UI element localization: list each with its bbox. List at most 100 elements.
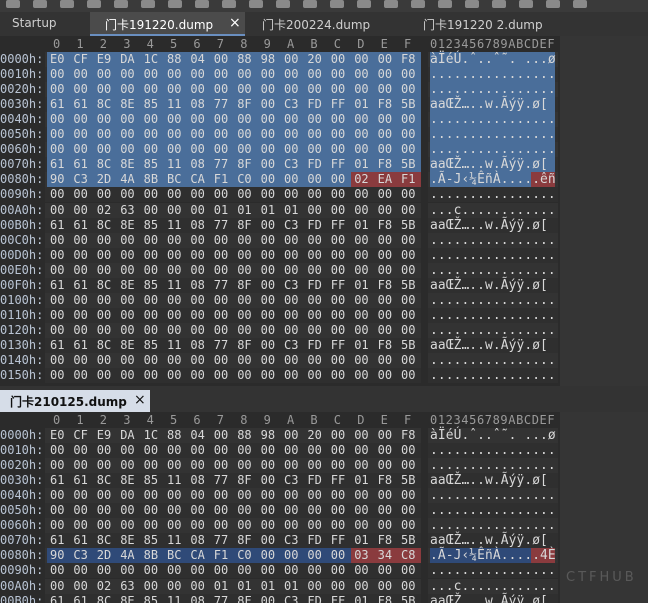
hex-byte[interactable]: 00	[213, 443, 229, 458]
hex-byte[interactable]: 00	[213, 82, 229, 97]
toolbar-icon[interactable]	[33, 0, 47, 8]
hex-byte[interactable]: 00	[237, 307, 252, 322]
hex-byte[interactable]: 00	[284, 458, 299, 473]
hex-byte[interactable]: 00	[73, 353, 88, 367]
hex-byte[interactable]: 00	[213, 52, 229, 66]
hex-byte[interactable]: 00	[190, 458, 205, 473]
hex-byte[interactable]: 00	[307, 548, 322, 563]
hex-byte[interactable]: 00	[377, 488, 393, 503]
hex-byte[interactable]: 00	[307, 322, 322, 337]
hex-byte[interactable]: FD	[307, 533, 322, 548]
hex-byte[interactable]: 00	[143, 67, 159, 82]
hex-byte[interactable]: 2D	[96, 172, 112, 187]
ascii-text[interactable]: ................	[430, 503, 556, 519]
hex-byte[interactable]: 00	[143, 187, 159, 202]
hex-byte[interactable]: 00	[401, 458, 416, 473]
hex-byte[interactable]: 00	[260, 593, 276, 603]
hex-byte[interactable]: 00	[377, 578, 393, 593]
hex-byte[interactable]: 00	[213, 127, 229, 142]
hex-byte[interactable]: 00	[120, 247, 135, 262]
hex-byte[interactable]: 00	[143, 292, 159, 307]
hex-byte[interactable]: 08	[190, 97, 205, 112]
hex-byte[interactable]: 00	[260, 473, 276, 488]
hex-byte[interactable]: 00	[377, 82, 393, 97]
toolbar-icon[interactable]	[114, 0, 128, 8]
hex-byte[interactable]: 00	[307, 292, 322, 307]
hex-byte[interactable]: 77	[213, 157, 229, 172]
hex-byte[interactable]: 00	[213, 428, 229, 442]
hex-byte[interactable]: 00	[190, 247, 205, 262]
hex-byte[interactable]: 00	[167, 82, 182, 97]
ascii-text[interactable]: ................	[430, 353, 556, 368]
hex-byte[interactable]: 00	[73, 443, 88, 458]
hex-byte[interactable]: 00	[260, 518, 276, 533]
hex-byte[interactable]: 00	[354, 82, 369, 97]
hex-byte[interactable]: 00	[237, 353, 252, 367]
hex-byte[interactable]: 00	[260, 142, 276, 157]
hex-byte[interactable]: 00	[330, 428, 346, 442]
hex-byte[interactable]: 00	[307, 307, 322, 322]
hex-byte[interactable]: 34	[377, 548, 393, 563]
hex-byte[interactable]: 11	[167, 337, 182, 352]
hex-byte[interactable]: 90	[50, 548, 65, 563]
hex-byte[interactable]: 00	[50, 368, 65, 383]
hex-byte[interactable]: 00	[330, 578, 346, 593]
hex-byte[interactable]: 00	[190, 142, 205, 157]
hex-byte[interactable]: E9	[96, 52, 112, 66]
hex-byte[interactable]: 00	[167, 488, 182, 503]
hex-byte[interactable]: 00	[213, 292, 229, 307]
hex-byte[interactable]: 00	[213, 67, 229, 82]
hex-byte[interactable]: 00	[237, 262, 252, 277]
hex-byte[interactable]: 00	[307, 112, 322, 127]
hex-byte[interactable]: 00	[260, 187, 276, 202]
hex-byte[interactable]: 00	[377, 518, 393, 533]
hex-byte[interactable]: 00	[260, 458, 276, 473]
hex-byte[interactable]: 00	[260, 337, 276, 352]
hex-byte[interactable]: 00	[330, 563, 346, 578]
toolbar-icon[interactable]	[519, 0, 533, 8]
hex-byte[interactable]: F8	[377, 337, 393, 352]
hex-byte[interactable]: 00	[354, 578, 369, 593]
hex-byte[interactable]: 00	[354, 262, 369, 277]
hex-byte[interactable]: 00	[401, 563, 416, 578]
hex-byte[interactable]: 00	[237, 127, 252, 142]
hex-byte[interactable]: 00	[50, 262, 65, 277]
hex-byte[interactable]: FF	[330, 157, 346, 172]
hex-byte[interactable]: 01	[354, 337, 369, 352]
hex-byte[interactable]: 00	[190, 112, 205, 127]
hex-byte[interactable]: 00	[260, 262, 276, 277]
hex-byte[interactable]: 00	[330, 202, 346, 217]
hex-byte[interactable]: 00	[354, 142, 369, 157]
hex-byte[interactable]: 00	[260, 443, 276, 458]
hex-byte[interactable]: 00	[190, 368, 205, 383]
hex-byte[interactable]: 77	[213, 277, 229, 292]
hex-byte[interactable]: 5B	[401, 217, 416, 232]
hex-byte[interactable]: 00	[120, 292, 135, 307]
hex-byte[interactable]: 01	[260, 202, 276, 217]
ascii-text[interactable]: ................	[430, 187, 556, 203]
ascii-text[interactable]: àÏéÚ.ˆ..ˆ˜. ...ø	[430, 428, 556, 443]
hex-byte[interactable]: C3	[73, 172, 88, 187]
hex-byte[interactable]: FD	[307, 277, 322, 292]
hex-byte[interactable]: 00	[307, 247, 322, 262]
hex-byte[interactable]: 8F	[237, 217, 252, 232]
hex-byte[interactable]: 00	[307, 127, 322, 142]
hex-byte[interactable]: 00	[401, 292, 416, 307]
hex-byte[interactable]: C0	[237, 172, 252, 187]
hex-byte[interactable]: 8F	[237, 277, 252, 292]
hex-byte[interactable]: 00	[260, 232, 276, 247]
hex-byte[interactable]: FD	[307, 473, 322, 488]
ascii-text[interactable]: ................	[430, 307, 556, 323]
hex-byte[interactable]: 5B	[401, 157, 416, 172]
hex-byte[interactable]: 00	[284, 548, 299, 563]
hex-byte[interactable]: 00	[260, 112, 276, 127]
hex-byte[interactable]: 04	[190, 52, 205, 66]
hex-byte[interactable]: 00	[120, 112, 135, 127]
hex-byte[interactable]: 00	[260, 533, 276, 548]
hex-byte[interactable]: 00	[354, 488, 369, 503]
hex-byte[interactable]: 00	[237, 112, 252, 127]
hex-byte[interactable]: 00	[190, 232, 205, 247]
hex-byte[interactable]: 01	[213, 578, 229, 593]
hex-byte[interactable]: 00	[307, 172, 322, 187]
hex-byte[interactable]: 00	[213, 262, 229, 277]
